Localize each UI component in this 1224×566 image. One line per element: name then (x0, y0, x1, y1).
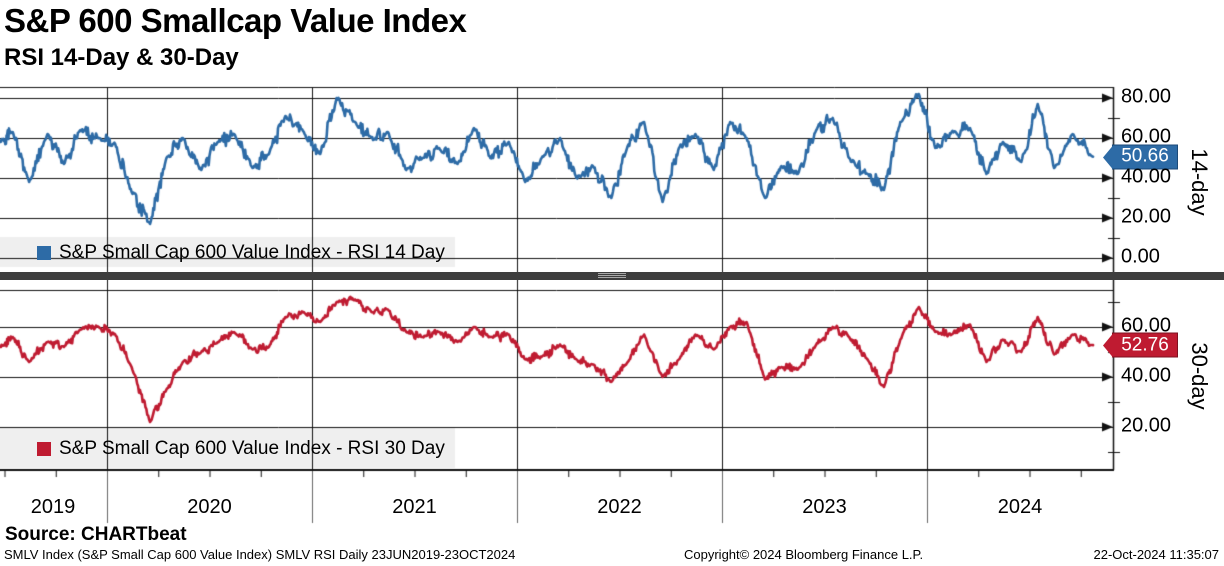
y-tick-label-rsi30: 40.00 (1121, 364, 1172, 387)
x-tick-label-2021: 2021 (392, 496, 437, 518)
y-tick-label-rsi30: 60.00 (1121, 314, 1172, 337)
last-value-badge-14-day: 50.66 (1103, 144, 1178, 170)
badge-arrow-left-icon (1103, 145, 1113, 170)
badge-arrow-left-icon (1103, 333, 1113, 358)
y-tick-label-rsi14: 60.00 (1121, 125, 1172, 148)
legend-label-14: S&P Small Cap 600 Value Index - RSI 14 D… (59, 242, 445, 263)
y-tick-label-rsi14: 20.00 (1121, 205, 1172, 228)
y-tick-label-rsi30: 20.00 (1121, 414, 1172, 437)
x-tick-label-2024: 2024 (997, 496, 1043, 518)
legend-color-swatch-14-icon (37, 246, 51, 260)
source-label: Source: CHARTbeat (5, 524, 187, 545)
x-tick-label-2022: 2022 (597, 496, 642, 518)
legend-rsi-30-day[interactable]: S&P Small Cap 600 Value Index - RSI 30 D… (37, 438, 445, 460)
y-tick-label-rsi14: 80.00 (1121, 85, 1172, 108)
y-tick-label-rsi14: 40.00 (1121, 165, 1172, 188)
panel-divider-grip-icon (598, 273, 626, 279)
footer-security-description: SMLV Index (S&P Small Cap 600 Value Inde… (4, 547, 516, 562)
chart-subtitle: RSI 14-Day & 30-Day (4, 44, 239, 71)
panel-axis-label-14-day: 14-day (1187, 148, 1212, 216)
x-tick-label-2023: 2023 (802, 496, 847, 518)
y-tick-label-rsi14: 0.00 (1121, 245, 1160, 268)
badge-value-30: 52.76 (1121, 334, 1169, 356)
x-tick-label-2019: 2019 (30, 496, 76, 518)
panel-divider[interactable] (0, 272, 1224, 280)
last-value-badge-30-day: 52.76 (1103, 332, 1178, 358)
legend-label-30: S&P Small Cap 600 Value Index - RSI 30 D… (59, 438, 445, 459)
legend-color-swatch-30-icon (37, 442, 51, 456)
x-tick-label-2020: 2020 (187, 496, 232, 518)
legend-rsi-14-day[interactable]: S&P Small Cap 600 Value Index - RSI 14 D… (37, 242, 445, 264)
footer-timestamp: 22-Oct-2024 11:35:07 (1093, 547, 1219, 562)
panel-axis-label-30-day: 30-day (1187, 342, 1212, 410)
footer-copyright: Copyright© 2024 Bloomberg Finance L.P. (684, 547, 924, 562)
badge-value-14: 50.66 (1121, 145, 1169, 167)
chart-title: S&P 600 Smallcap Value Index (4, 2, 467, 39)
